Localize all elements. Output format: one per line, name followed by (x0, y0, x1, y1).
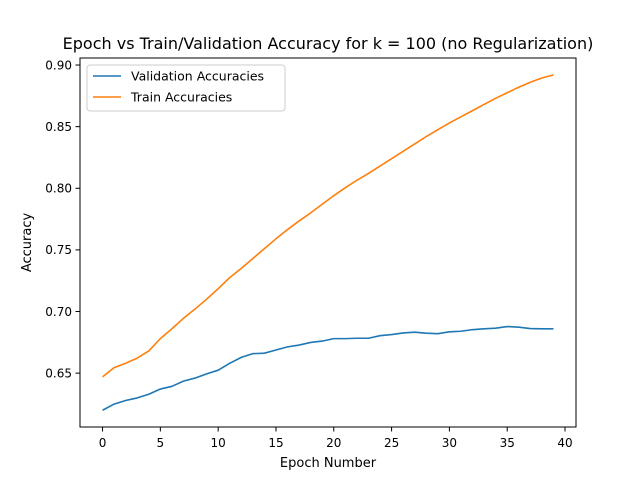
y-tick-label: 0.90 (45, 58, 72, 72)
legend-label-train: Train Accuracies (130, 90, 232, 105)
x-tick-label: 10 (211, 436, 226, 450)
x-tick-label: 35 (500, 436, 515, 450)
y-tick-label: 0.75 (45, 243, 72, 257)
y-tick-label: 0.70 (45, 305, 72, 319)
x-tick-label: 5 (157, 436, 165, 450)
y-axis-label: Accuracy (20, 213, 35, 273)
x-tick-label: 15 (268, 436, 283, 450)
legend-box (86, 64, 286, 112)
chart-title: Epoch vs Train/Validation Accuracy for k… (63, 34, 594, 53)
series-line-0 (102, 325, 554, 411)
plot-frame (79, 57, 577, 428)
x-axis-label: Epoch Number (280, 456, 377, 471)
x-tick-label: 0 (99, 436, 107, 450)
y-tick-label: 0.80 (45, 182, 72, 196)
legend: Validation Accuracies Train Accuracies (86, 64, 286, 112)
x-axis-ticks: 0 5 10 15 20 25 30 35 40 (99, 427, 573, 450)
series-line-1 (102, 74, 554, 378)
y-tick-label: 0.65 (45, 366, 72, 380)
legend-label-validation: Validation Accuracies (131, 69, 264, 84)
x-tick-label: 25 (384, 436, 399, 450)
plot-lines (102, 74, 554, 411)
x-tick-label: 30 (442, 436, 457, 450)
y-axis-ticks: 0.65 0.70 0.75 0.80 0.85 0.90 (45, 58, 80, 380)
x-tick-label: 20 (326, 436, 341, 450)
x-tick-label: 40 (557, 436, 572, 450)
y-tick-label: 0.85 (45, 120, 72, 134)
